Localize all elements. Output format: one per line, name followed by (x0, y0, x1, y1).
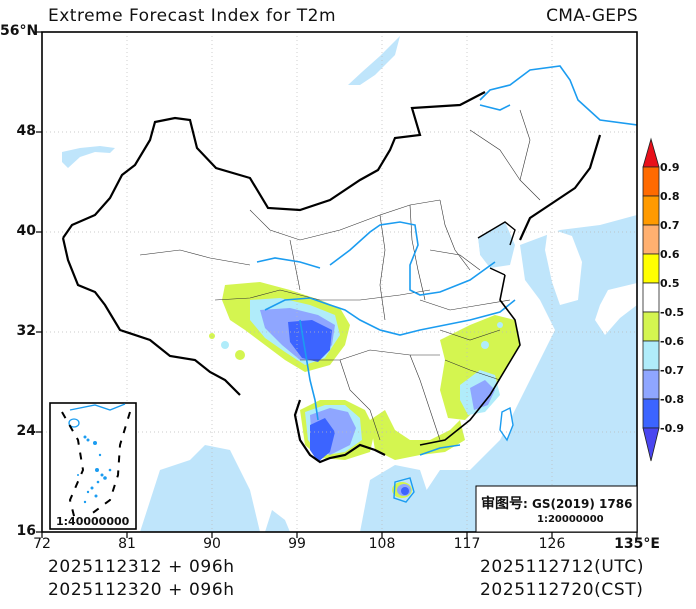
map-frame (41, 31, 638, 533)
colorbar-label: 0.5 (660, 277, 680, 290)
lon-label-117: 117 (453, 536, 481, 552)
national-border (62, 91, 486, 239)
lat-label-40: 40 (16, 223, 36, 239)
valid-time-utc: 2025112712(UTC) (480, 557, 645, 577)
lat-label-48: 48 (16, 123, 36, 139)
chart-title: Extreme Forecast Index for T2m (48, 6, 337, 26)
approval-box (475, 485, 638, 533)
inset-scale: 1:40000000 (56, 515, 130, 528)
lake-baikal (348, 36, 400, 85)
approval-prefix: 审图号 (481, 496, 523, 512)
colorbar-label: 0.8 (660, 190, 680, 203)
map-scale: 1:20000000 (537, 514, 604, 525)
andaman-sea (265, 510, 290, 532)
approval-number: : GS(2019) 1786 (523, 497, 633, 511)
bohai-sea (478, 222, 515, 268)
lat-label-32: 32 (16, 323, 36, 339)
init-time-utc: 2025112312 + 096h (48, 557, 235, 577)
efi-shading (209, 282, 520, 498)
colorbar-label: 0.6 (660, 248, 680, 261)
japan-land (595, 283, 637, 335)
map-layers (42, 32, 637, 532)
lon-label-99: 99 (288, 536, 306, 552)
valid-time-cst: 2025112720(CST) (480, 580, 644, 600)
bay-of-bengal (140, 445, 260, 532)
lat-label-16: 16 (16, 523, 36, 539)
lon-label-126: 126 (538, 536, 566, 552)
lon-label-72: 72 (33, 536, 51, 552)
lat-label-24: 24 (16, 423, 36, 439)
lon-label-81: 81 (118, 536, 136, 552)
south-china-sea-inset (49, 402, 137, 530)
rivers (256, 65, 637, 456)
lake-balkhash (62, 146, 115, 168)
korea-land (545, 228, 582, 305)
map-approval-number: 审图号: GS(2019) 1786 (481, 493, 632, 513)
colorbar-label: -0.8 (660, 393, 685, 406)
province-borders (139, 109, 541, 441)
colorbar-label: 0.9 (660, 161, 680, 174)
colorbar-label: -0.7 (660, 364, 685, 377)
ocean-east (420, 215, 637, 532)
colorbar-label: 0.7 (660, 219, 680, 232)
colorbar-label: -0.6 (660, 335, 685, 348)
lon-label-108: 108 (368, 536, 396, 552)
colorbar (642, 137, 660, 462)
lon-label-135: 135°E (614, 536, 660, 552)
lat-label-56: 56°N (0, 23, 39, 39)
lon-label-90: 90 (203, 536, 221, 552)
colorbar-label: -0.5 (660, 306, 685, 319)
model-source: CMA-GEPS (546, 6, 638, 26)
init-time-cst: 2025112320 + 096h (48, 580, 235, 600)
colorbar-label: -0.9 (660, 422, 685, 435)
